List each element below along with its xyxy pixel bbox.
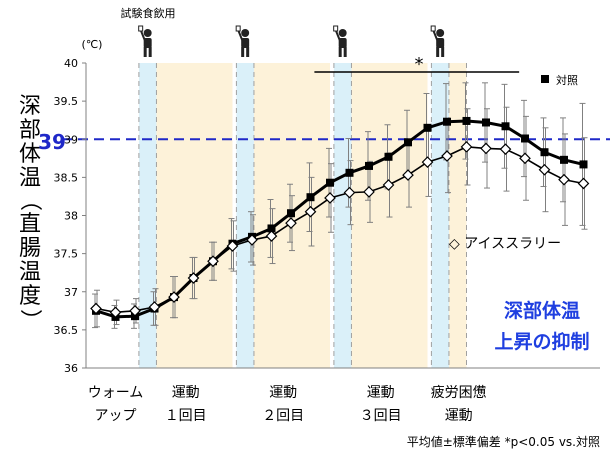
y-tick-label: 38.5 — [54, 171, 79, 184]
drink-person-icon — [430, 25, 445, 57]
control-point — [443, 117, 451, 126]
phase-label: 運動 — [269, 385, 297, 401]
slurry-point — [558, 173, 570, 186]
control-point — [501, 122, 510, 131]
y-title-char: 腸 — [19, 236, 41, 261]
feeding-label: 試験食飲用 — [121, 6, 176, 20]
significance-mark: * — [415, 54, 424, 75]
phase-label: 運動 — [445, 408, 473, 424]
y-tick-label: 37.5 — [54, 248, 79, 261]
control-point — [521, 134, 529, 143]
phase-label: ウォーム — [88, 385, 144, 401]
phase-label: 疲労困憊 — [431, 384, 487, 401]
slurry-point — [246, 234, 258, 246]
slurry-point — [187, 272, 200, 284]
control-point — [560, 155, 568, 164]
slurry-point — [519, 152, 531, 165]
y-title-char: 度 — [19, 284, 41, 309]
reference-label: 39 — [38, 130, 66, 154]
y-title-char: 部 — [19, 118, 41, 143]
unit-label: (℃) — [82, 38, 103, 51]
control-point — [423, 123, 432, 132]
y-title-char: 直 — [19, 212, 41, 237]
control-point — [579, 160, 588, 169]
control-point — [540, 148, 549, 157]
annotation-line1: 深部体温 — [504, 299, 580, 322]
control-point — [326, 178, 334, 187]
drink-icons — [138, 25, 445, 57]
slurry-point — [402, 169, 414, 181]
y-tick-label: 39.5 — [54, 95, 79, 108]
slurry-point — [421, 156, 434, 168]
control-point — [306, 193, 315, 202]
slurry-point — [441, 150, 453, 162]
phase-label: アップ — [95, 408, 137, 424]
legend-control: 対照 — [541, 73, 578, 87]
slurry-point — [538, 163, 551, 176]
slurry-point — [480, 142, 492, 155]
slurry-point — [265, 230, 278, 242]
y-tick-label: 36 — [64, 362, 78, 375]
slurry-point — [109, 306, 122, 319]
legend-slurry-label: ◇ アイススラリー — [449, 236, 561, 252]
slurry-point — [148, 301, 161, 313]
slurry-point — [363, 186, 375, 198]
exercise-band — [448, 63, 467, 368]
slurry-point — [343, 186, 356, 199]
y-tick-label: 39 — [64, 133, 78, 146]
exercise-band — [156, 63, 233, 368]
phase-label: 運動 — [172, 385, 200, 401]
control-point — [462, 116, 471, 125]
slurry-point — [226, 240, 239, 252]
drink-person-icon — [333, 25, 347, 57]
y-tick-label: 37 — [64, 286, 78, 299]
y-axis: 36 36.5 37 37.5 38 38.5 39 39.5 40 — [54, 57, 600, 375]
control-point — [267, 224, 276, 233]
phase-label: ２回目 — [262, 408, 304, 424]
slurry-point — [285, 217, 297, 229]
control-point — [404, 138, 412, 147]
slurry-point — [304, 205, 317, 218]
control-point — [365, 161, 373, 170]
control-point — [482, 118, 490, 127]
phase-label: 運動 — [367, 385, 395, 401]
control-point — [287, 209, 295, 218]
y-title-char: 温 — [19, 166, 41, 191]
phase-label: １回目 — [165, 408, 207, 424]
drink-person-icon — [235, 25, 250, 57]
slurry-point — [90, 302, 102, 315]
feeding-band — [333, 63, 352, 368]
annotation-line2: 上昇の抑制 — [494, 330, 589, 353]
control-point — [384, 152, 393, 161]
drink-person-icon — [138, 25, 152, 57]
slurry-point — [577, 177, 590, 190]
y-title-char: （ — [17, 189, 42, 211]
phase-label: ３回目 — [360, 408, 402, 424]
series-group — [90, 116, 590, 321]
y-title-char: 温 — [19, 260, 41, 285]
y-title-char: 体 — [19, 142, 41, 167]
footnote: 平均値±標準偏差 *p<0.05 vs.対照 — [407, 434, 600, 449]
slurry-point — [382, 179, 395, 191]
y-tick-label: 36.5 — [54, 324, 79, 337]
slurry-point — [499, 143, 512, 156]
slurry-point — [324, 192, 336, 204]
slurry-point — [207, 255, 219, 268]
y-title-char: 深 — [19, 94, 41, 119]
slurry-point — [460, 141, 473, 153]
y-tick-label: 38 — [64, 210, 78, 223]
slurry-point — [129, 304, 141, 317]
y-tick-label: 40 — [64, 57, 78, 70]
y-title-char: ） — [17, 309, 42, 331]
control-point — [345, 168, 354, 177]
legend-control-label: 対照 — [556, 73, 578, 87]
slurry-point — [168, 291, 180, 303]
